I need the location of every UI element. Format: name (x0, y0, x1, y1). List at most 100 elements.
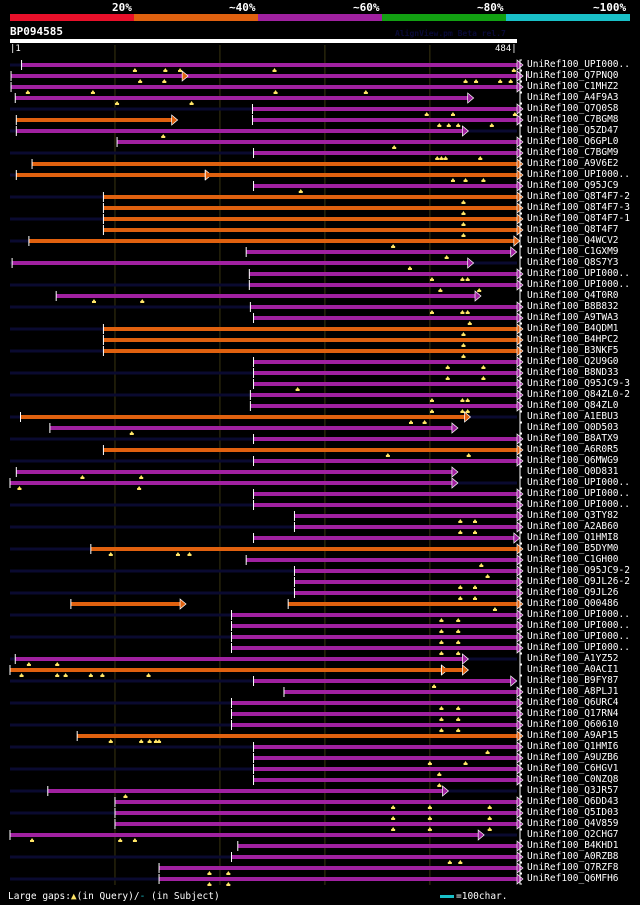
hit-label[interactable]: UniRef100_Q5ZD47 (527, 125, 619, 136)
hit-label[interactable]: UniRef100_UPI000.. (527, 620, 630, 631)
row-end-bracket (519, 257, 522, 269)
hit-label[interactable]: UniRef100_Q8T4F7-3 (527, 202, 630, 213)
query-start: |1 (10, 44, 21, 54)
hit-label[interactable]: UniRef100_Q00486 (527, 598, 619, 609)
hit-label[interactable]: UniRef100_Q0D503 (527, 422, 619, 433)
hit-label[interactable]: UniRef100_Q1HMI6 (527, 741, 619, 752)
query-gap-marker-base (450, 114, 455, 116)
query-gap-marker-base (363, 92, 368, 94)
hit-label[interactable]: UniRef100_C1GH00 (527, 554, 619, 565)
row-end-bracket (519, 323, 522, 335)
hit-label[interactable]: UniRef100_A9TWA3 (527, 312, 619, 323)
hit-label[interactable]: UniRef100_Q4V859 (527, 818, 619, 829)
alignment-segment (253, 151, 517, 155)
query-gap-marker-base (118, 840, 123, 842)
hit-label[interactable]: UniRef100_Q2U9G0 (527, 356, 619, 367)
hit-label[interactable]: UniRef100_UPI000.. (527, 169, 630, 180)
hit-label[interactable]: UniRef100_B3NKF5 (527, 345, 619, 356)
query-gap-marker-base (90, 92, 95, 94)
hit-label[interactable]: UniRef100_A8PLJ1 (527, 686, 619, 697)
hit-label[interactable]: UniRef100_Q8T4F7-2 (527, 191, 630, 202)
hit-label[interactable]: UniRef100_C0NZQ8 (527, 774, 619, 785)
hit-label[interactable]: UniRef100_UPI000.. (527, 59, 630, 70)
hit-label[interactable]: UniRef100_A4F9A3 (527, 92, 619, 103)
hit-label[interactable]: UniRef100_Q6MWG9 (527, 455, 619, 466)
hit-label[interactable]: UniRef100_B4HPC2 (527, 334, 619, 345)
hit-label[interactable]: UniRef100_Q3JR57 (527, 785, 619, 796)
hit-label[interactable]: UniRef100_A1YZ52 (527, 653, 619, 664)
query-gap-marker-base (478, 158, 483, 160)
hit-label[interactable]: UniRef100_Q1HMI8 (527, 532, 619, 543)
query-gap-marker-base (439, 631, 444, 633)
hit-label[interactable]: UniRef100_B8B832 (527, 301, 619, 312)
alignment-segment (231, 855, 517, 859)
hit-label[interactable]: UniRef100_Q6GPL0 (527, 136, 619, 147)
hit-label[interactable]: UniRef100_C6HGV1 (527, 763, 619, 774)
hit-label[interactable]: UniRef100_A0ACI1 (527, 664, 619, 675)
hit-label[interactable]: UniRef100_A9AP15 (527, 730, 619, 741)
hit-label[interactable]: UniRef100_A2AB60 (527, 521, 619, 532)
hit-label[interactable]: UniRef100_Q6URC4 (527, 697, 619, 708)
query-gap-marker-base (432, 686, 437, 688)
alignment-segment (32, 162, 517, 166)
hit-label[interactable]: UniRef100_UPI000.. (527, 631, 630, 642)
hit-label[interactable]: UniRef100_Q6MFH6 (527, 873, 619, 884)
hit-label[interactable]: UniRef100_B5DYM0 (527, 543, 619, 554)
hit-label[interactable]: UniRef100_Q8T4F7-1 (527, 213, 630, 224)
hit-label[interactable]: UniRef100_Q8S7Y3 (527, 257, 619, 268)
hit-label[interactable]: UniRef100_Q95JC9 (527, 180, 619, 191)
hit-label[interactable]: UniRef100_Q9JL26 (527, 587, 619, 598)
hit-label[interactable]: UniRef100_Q7Q0S8 (527, 103, 619, 114)
hit-label[interactable]: UniRef100_Q95JC9-2 (527, 565, 630, 576)
legend-label-80: ~80% (477, 1, 504, 14)
alignment-segment (246, 558, 518, 562)
hit-label[interactable]: UniRef100_UPI000.. (527, 477, 630, 488)
alignment-segment (253, 459, 517, 463)
hit-label[interactable]: UniRef100_C1GXM9 (527, 246, 619, 257)
segment-end-arrow (510, 246, 518, 258)
hit-label[interactable]: UniRef100_A9UZB6 (527, 752, 619, 763)
hit-label[interactable]: UniRef100_Q7RZF8 (527, 862, 619, 873)
query-gap-marker-base (456, 730, 461, 732)
hit-label[interactable]: UniRef100_Q7PNQ0 (527, 70, 619, 81)
row-end-bracket (519, 147, 522, 159)
hit-label[interactable]: UniRef100_B8ND33 (527, 367, 619, 378)
hit-label[interactable]: UniRef100_Q84ZL0 (527, 400, 619, 411)
hit-label[interactable]: UniRef100_Q6DD43 (527, 796, 619, 807)
alignment-segment (246, 250, 511, 254)
hit-label[interactable]: UniRef100_Q4WCV2 (527, 235, 619, 246)
hit-label[interactable]: UniRef100_C7BGM9 (527, 147, 619, 158)
hit-label[interactable]: UniRef100_Q60610 (527, 719, 619, 730)
hit-label[interactable]: UniRef100_UPI000.. (527, 268, 630, 279)
hit-label[interactable]: UniRef100_Q5ID03 (527, 807, 619, 818)
hit-label[interactable]: UniRef100_B4KHD1 (527, 840, 619, 851)
query-gap-marker-base (460, 411, 465, 413)
query-gap-marker-base (487, 818, 492, 820)
hit-label[interactable]: UniRef100_UPI000.. (527, 499, 630, 510)
hit-label[interactable]: UniRef100_B4QDM1 (527, 323, 619, 334)
hit-label[interactable]: UniRef100_A6R0R5 (527, 444, 619, 455)
hit-label[interactable]: UniRef100_A1EBU3 (527, 411, 619, 422)
hit-label[interactable]: UniRef100_B9FY87 (527, 675, 619, 686)
query-gap-marker-base (123, 796, 128, 798)
query-gap-marker-base (465, 279, 470, 281)
hit-label[interactable]: UniRef100_Q17RN4 (527, 708, 619, 719)
hit-label[interactable]: UniRef100_UPI000.. (527, 279, 630, 290)
hit-label[interactable]: UniRef100_UPI000.. (527, 642, 630, 653)
hit-label[interactable]: UniRef100_Q95JC9-3 (527, 378, 630, 389)
hit-label[interactable]: UniRef100_UPI000.. (527, 488, 630, 499)
hit-label[interactable]: UniRef100_Q3TY82 (527, 510, 619, 521)
hit-label[interactable]: UniRef100_UPI000.. (527, 609, 630, 620)
hit-label[interactable]: UniRef100_Q9JL26-2 (527, 576, 630, 587)
hit-label[interactable]: UniRef100_A0RZB8 (527, 851, 619, 862)
hit-label[interactable]: UniRef100_Q4T0R0 (527, 290, 619, 301)
hit-label[interactable]: UniRef100_Q8T4F7 (527, 224, 619, 235)
hit-label[interactable]: UniRef100_C1MHZ2 (527, 81, 619, 92)
hit-label[interactable]: UniRef100_Q84ZL0-2 (527, 389, 630, 400)
hit-label[interactable]: UniRef100_C7BGM8 (527, 114, 619, 125)
hit-label[interactable]: UniRef100_Q2CHG7 (527, 829, 619, 840)
hit-label[interactable]: UniRef100_Q0D831 (527, 466, 619, 477)
hit-label[interactable]: UniRef100_B8ATX9 (527, 433, 619, 444)
row-end-bracket (519, 873, 522, 885)
hit-label[interactable]: UniRef100_A9V6E2 (527, 158, 619, 169)
